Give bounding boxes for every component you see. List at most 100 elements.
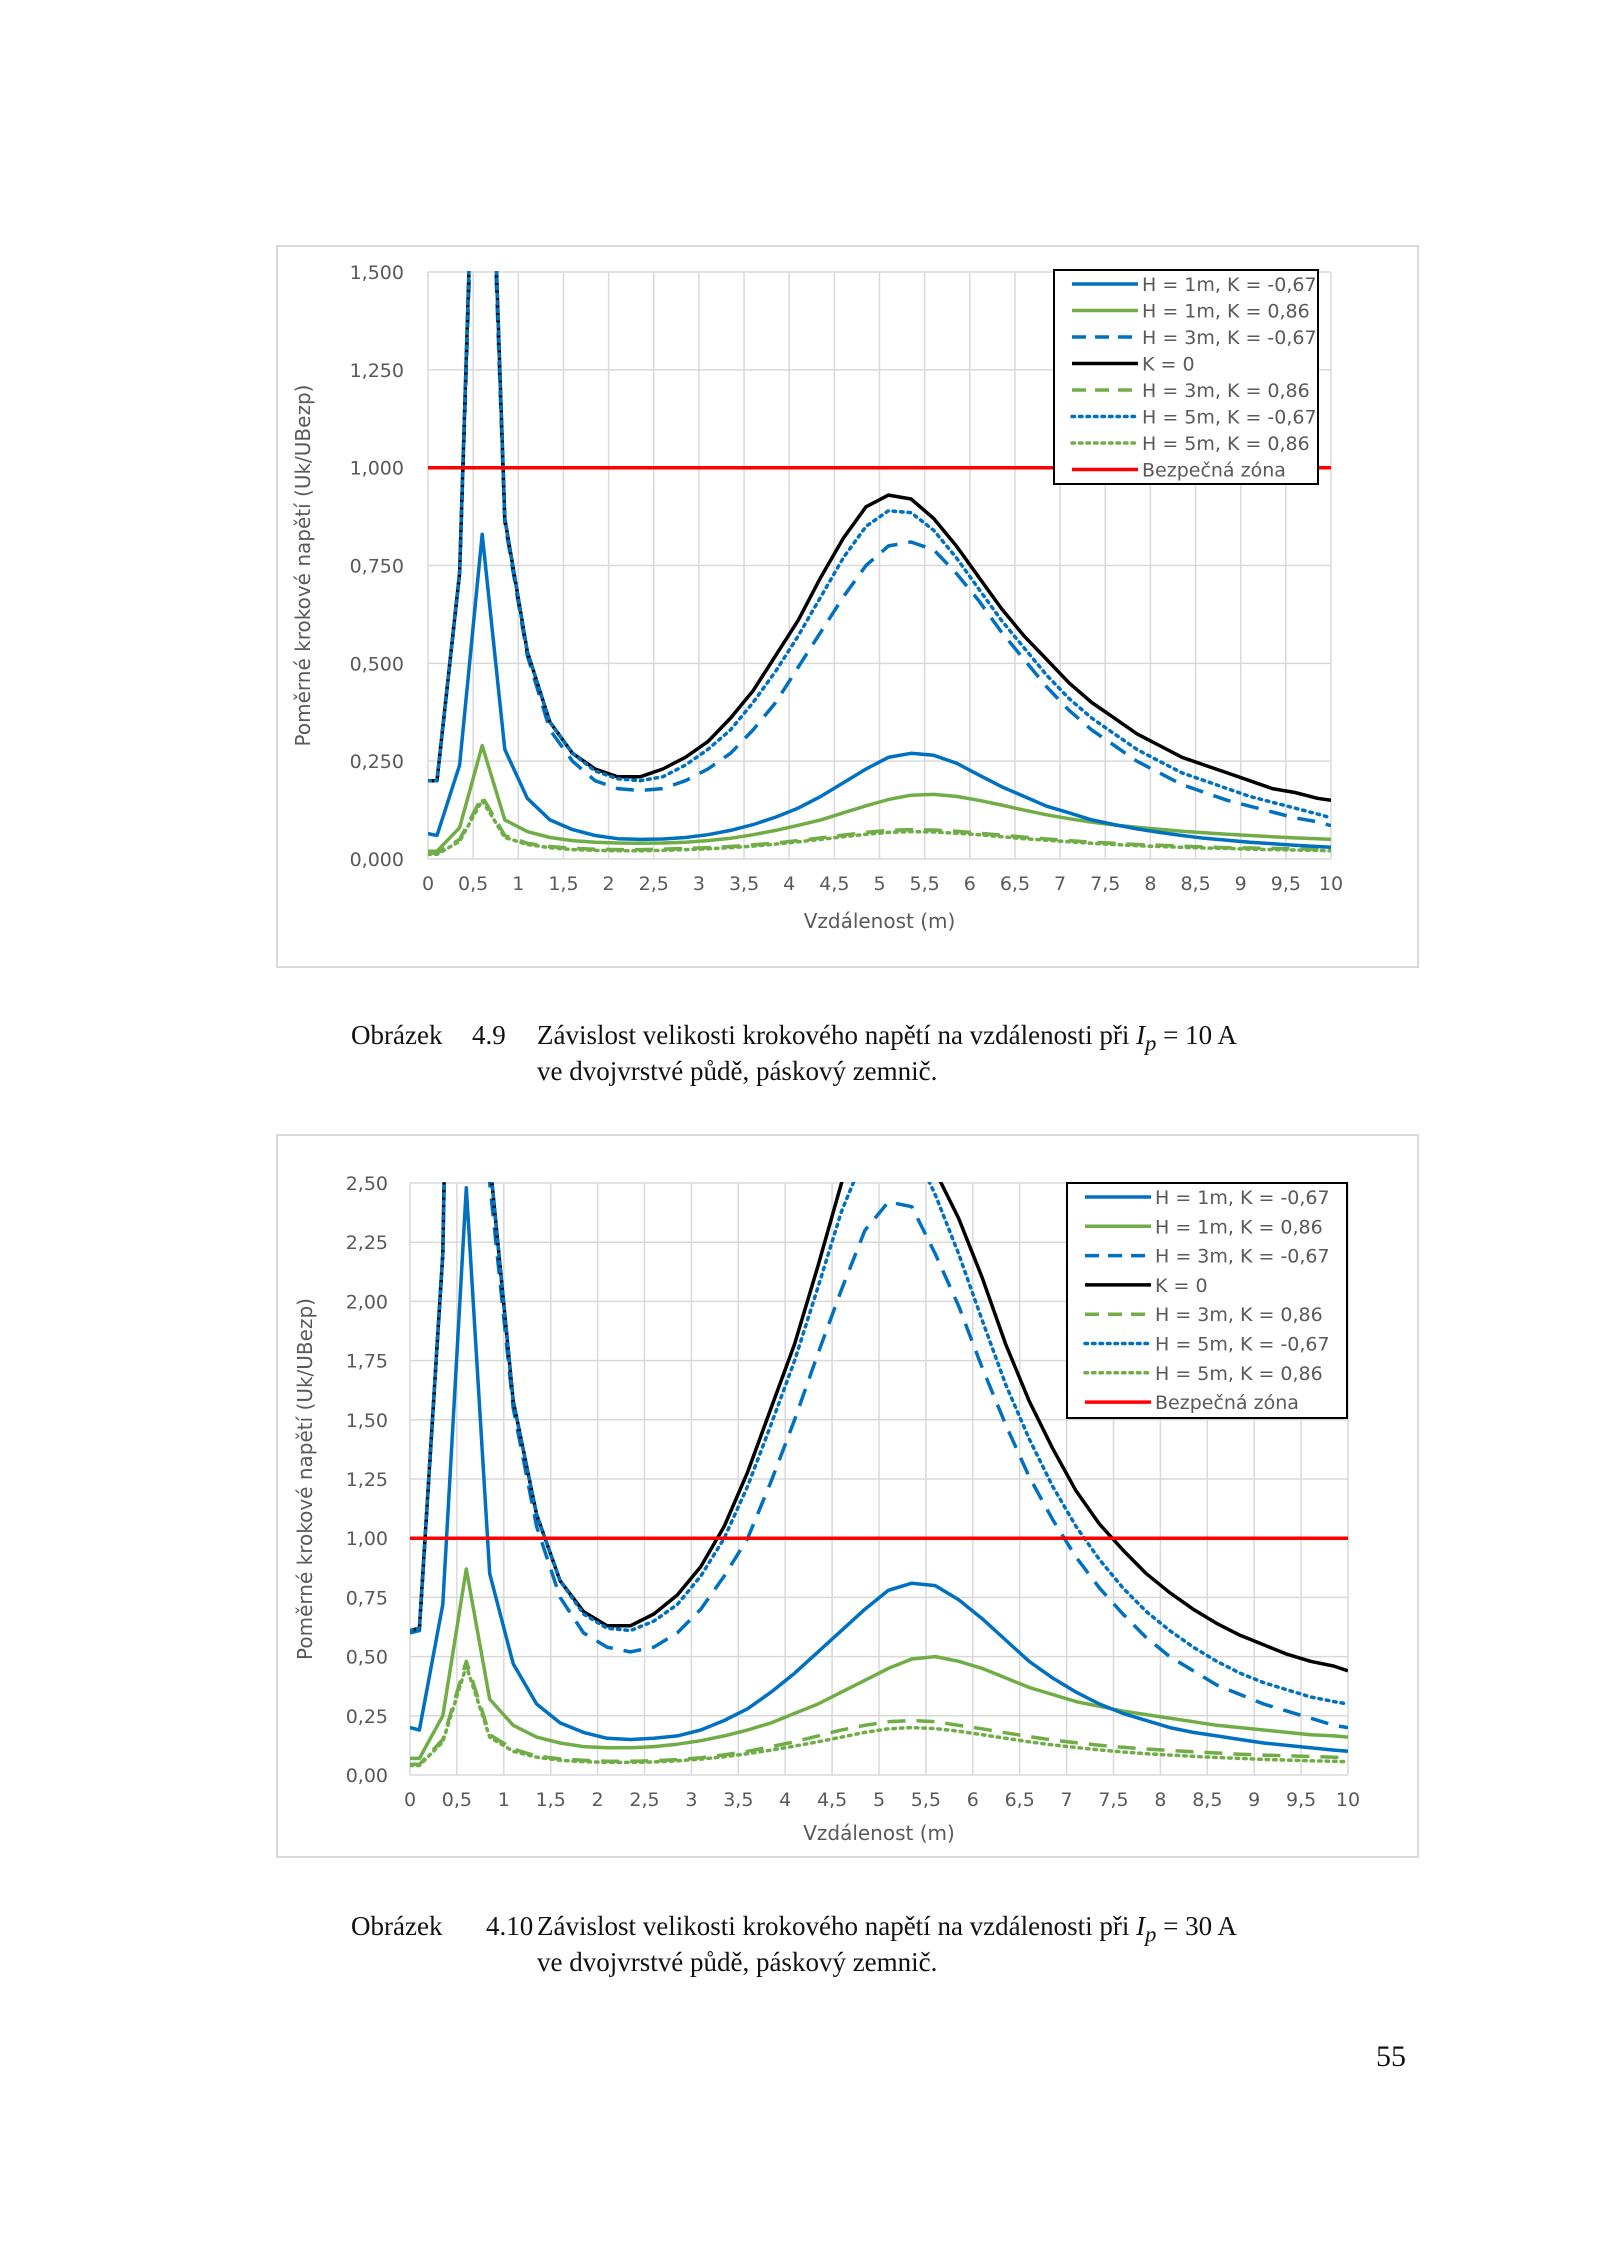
legend-entry: H = 3m, K = -0,67 <box>1142 327 1317 349</box>
y-tick-label: 1,250 <box>350 360 404 382</box>
x-tick-label: 0 <box>404 1789 416 1811</box>
x-tick-label: 9,5 <box>1271 873 1301 895</box>
grid <box>409 1182 1349 1776</box>
caption-text: Závislost velikosti krokového napětí na … <box>537 1020 1137 1050</box>
caption-line-1: Závislost velikosti krokového napětí na … <box>537 1017 1237 1061</box>
series-line-5 <box>428 271 1331 820</box>
legend-entry: Bezpečná zóna <box>1142 460 1286 482</box>
legend-box <box>1053 269 1319 485</box>
caption-number: 4.9 <box>472 1020 506 1050</box>
y-tick-label: 0,250 <box>350 751 404 773</box>
caption-subscript: p <box>1145 1921 1157 1947</box>
x-tick-label: 4 <box>779 1789 791 1811</box>
y-tick-label: 1,75 <box>346 1351 388 1373</box>
x-tick-label: 7 <box>1054 873 1066 895</box>
x-tick-label: 2,5 <box>639 873 669 895</box>
caption-line-2: ve dvojvrstvé půdě, páskový zemnič. <box>537 1947 938 1977</box>
y-axis-title: Poměrné krokové napětí (Uk/UBezp) <box>293 1298 317 1660</box>
x-tick-label: 7,5 <box>1098 1789 1128 1811</box>
series-line-5 <box>410 1182 1348 1706</box>
x-tick-label: 5,5 <box>910 873 940 895</box>
figure-caption-4-9: Obrázek 4.9 Závislost velikosti krokovéh… <box>351 1017 1411 1097</box>
series-line-0 <box>410 1185 1348 1754</box>
x-axis-title: Vzdálenost (m) <box>803 1821 955 1845</box>
x-tick-label: 7 <box>1061 1789 1073 1811</box>
series-line-6 <box>428 798 1331 857</box>
y-tick-label: 2,25 <box>346 1232 388 1254</box>
series-line-0 <box>428 532 1331 850</box>
series-line-1 <box>428 743 1331 853</box>
x-tick-label: 5 <box>873 1789 885 1811</box>
x-tick-label: 6,5 <box>1000 873 1030 895</box>
y-tick-label: 2,50 <box>346 1173 388 1195</box>
grid <box>427 271 1332 860</box>
x-tick-label: 2 <box>603 873 615 895</box>
y-axis-title: Poměrné krokové napětí (Uk/UBezp) <box>291 385 315 747</box>
legend-entry: Bezpečná zóna <box>1155 1392 1299 1414</box>
x-tick-label: 6,5 <box>1005 1789 1035 1811</box>
y-tick-label: 1,25 <box>346 1469 388 1491</box>
series-line-6 <box>410 1664 1348 1768</box>
x-tick-label: 2,5 <box>629 1789 659 1811</box>
x-tick-label: 10 <box>1319 873 1343 895</box>
x-tick-label: 1,5 <box>548 873 578 895</box>
y-tick-label: 0,75 <box>346 1587 388 1609</box>
caption-value: = 10 A <box>1156 1020 1237 1050</box>
x-tick-label: 9 <box>1248 1789 1260 1811</box>
caption-line-1: Závislost velikosti krokového napětí na … <box>537 1908 1237 1952</box>
x-tick-label: 4,5 <box>817 1789 847 1811</box>
caption-line-2: ve dvojvrstvé půdě, páskový zemnič. <box>537 1056 938 1086</box>
legend: H = 1m, K = -0,67 H = 1m, K = 0,86 H = 3m,… <box>1066 1182 1348 1419</box>
y-tick-label: 0,50 <box>346 1647 388 1669</box>
x-tick-label: 3,5 <box>723 1789 753 1811</box>
legend-entry: H = 5m, K = -0,67 <box>1142 407 1317 429</box>
x-tick-label: 9 <box>1235 873 1247 895</box>
legend-box <box>1066 1182 1348 1419</box>
caption-subscript: p <box>1145 1030 1157 1056</box>
caption-text: Závislost velikosti krokového napětí na … <box>537 1911 1137 1941</box>
legend: H = 1m, K = -0,67 H = 1m, K = 0,86 H = 3m,… <box>1053 269 1319 485</box>
x-tick-label: 8 <box>1144 873 1156 895</box>
caption-number: 4.10 <box>486 1911 534 1941</box>
legend-entry: H = 1m, K = 0,86 <box>1142 301 1310 323</box>
x-tick-label: 3 <box>685 1789 697 1811</box>
series-line-2 <box>410 1182 1348 1730</box>
caption-label: Obrázek <box>351 1911 443 1941</box>
y-tick-label: 1,500 <box>350 262 404 284</box>
plot-area <box>410 1182 1348 1768</box>
x-tick-label: 0,5 <box>458 873 488 895</box>
x-tick-label: 4 <box>783 873 795 895</box>
x-tick-label: 1 <box>512 873 524 895</box>
x-tick-label: 4,5 <box>819 873 849 895</box>
caption-variable: I <box>1136 1020 1146 1050</box>
figure-caption-4-10: Obrázek 4.10 Závislost velikosti krokové… <box>351 1908 1411 1988</box>
caption-label: Obrázek <box>351 1020 443 1050</box>
x-tick-label: 8,5 <box>1192 1789 1222 1811</box>
x-tick-label: 8,5 <box>1180 873 1210 895</box>
x-tick-label: 3 <box>693 873 705 895</box>
x-tick-label: 2 <box>592 1789 604 1811</box>
x-tick-label: 7,5 <box>1090 873 1120 895</box>
y-tick-label: 1,000 <box>350 458 404 480</box>
legend-entry: H = 3m, K = 0,86 <box>1142 380 1310 402</box>
x-tick-label: 6 <box>967 1789 979 1811</box>
legend-entry: H = 3m, K = 0,86 <box>1155 1304 1323 1326</box>
x-tick-label: 5 <box>873 873 885 895</box>
x-tick-label: 10 <box>1336 1789 1360 1811</box>
caption-variable: I <box>1136 1911 1146 1941</box>
x-tick-label: 0,5 <box>442 1789 472 1811</box>
y-tick-label: 0,25 <box>346 1706 388 1728</box>
x-tick-label: 5,5 <box>911 1789 941 1811</box>
legend-entry: H = 5m, K = 0,86 <box>1155 1363 1323 1385</box>
y-tick-label: 1,50 <box>346 1410 388 1432</box>
x-tick-label: 1,5 <box>536 1789 566 1811</box>
series-line-1 <box>410 1567 1348 1761</box>
x-tick-label: 6 <box>964 873 976 895</box>
y-tick-label: 0,500 <box>350 653 404 675</box>
y-tick-label: 1,00 <box>346 1528 388 1550</box>
x-axis-title: Vzdálenost (m) <box>804 909 956 933</box>
legend-entry: K = 0 <box>1142 354 1195 376</box>
legend-entry: H = 3m, K = -0,67 <box>1155 1246 1330 1268</box>
x-tick-label: 1 <box>498 1789 510 1811</box>
